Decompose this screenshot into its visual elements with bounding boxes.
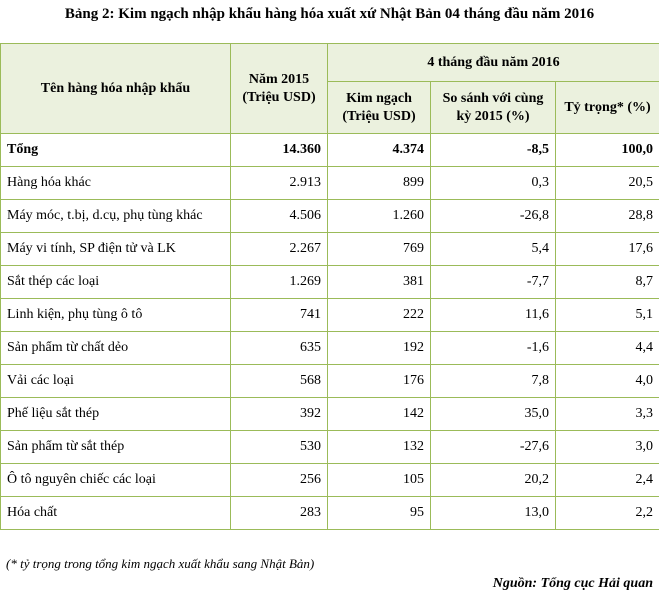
cell-share: 4,4: [555, 331, 659, 365]
table-row: Sản phẩm từ chất dẻo 635 192 -1,6 4,4: [0, 331, 659, 365]
cell-item-name: Phế liệu sắt thép: [0, 397, 231, 431]
cell-year-2015: 14.360: [230, 133, 328, 167]
cell-year-2015: 741: [230, 298, 328, 332]
cell-value: 132: [327, 430, 431, 464]
cell-item-name: Máy móc, t.bị, d.cụ, phụ tùng khác: [0, 199, 231, 233]
table-row: Sản phẩm từ sắt thép 530 132 -27,6 3,0: [0, 430, 659, 464]
cell-value: 222: [327, 298, 431, 332]
cell-item-name: Tổng: [0, 133, 231, 167]
cell-share: 8,7: [555, 265, 659, 299]
cell-value: 381: [327, 265, 431, 299]
cell-year-2015: 635: [230, 331, 328, 365]
cell-value: 1.260: [327, 199, 431, 233]
cell-year-2015: 530: [230, 430, 328, 464]
cell-compare: 7,8: [430, 364, 556, 398]
cell-compare: -1,6: [430, 331, 556, 365]
cell-compare: -8,5: [430, 133, 556, 167]
table-row: Máy vi tính, SP điện tử và LK 2.267 769 5,4…: [0, 232, 659, 266]
cell-share: 3,3: [555, 397, 659, 431]
source-note: Nguồn: Tổng cục Hải quan: [492, 576, 653, 591]
cell-share: 20,5: [555, 166, 659, 200]
cell-share: 2,4: [555, 463, 659, 497]
cell-compare: -26,8: [430, 199, 556, 233]
table-row: Phế liệu sắt thép 392 142 35,0 3,3: [0, 397, 659, 431]
cell-share: 4,0: [555, 364, 659, 398]
table-row: Máy móc, t.bị, d.cụ, phụ tùng khác 4.506 1…: [0, 199, 659, 233]
cell-item-name: Sản phẩm từ sắt thép: [0, 430, 231, 464]
cell-compare: 11,6: [430, 298, 556, 332]
cell-year-2015: 568: [230, 364, 328, 398]
cell-share: 100,0: [555, 133, 659, 167]
cell-share: 3,0: [555, 430, 659, 464]
cell-compare: -27,6: [430, 430, 556, 464]
cell-compare: 13,0: [430, 496, 556, 530]
cell-value: 95: [327, 496, 431, 530]
cell-item-name: Vải các loại: [0, 364, 231, 398]
cell-item-name: Sản phẩm từ chất dẻo: [0, 331, 231, 365]
cell-year-2015: 392: [230, 397, 328, 431]
import-table: Tên hàng hóa nhập khẩu Năm 2015 (Triệu U…: [0, 43, 659, 530]
cell-value: 769: [327, 232, 431, 266]
cell-year-2015: 4.506: [230, 199, 328, 233]
cell-share: 5,1: [555, 298, 659, 332]
footnote: (* tỷ trọng trong tổng kim ngạch xuất kh…: [6, 556, 315, 571]
cell-value: 105: [327, 463, 431, 497]
header-share: Tỷ trọng* (%): [555, 81, 659, 134]
cell-item-name: Hàng hóa khác: [0, 166, 231, 200]
cell-value: 176: [327, 364, 431, 398]
table-row: Linh kiện, phụ tùng ô tô 741 222 11,6 5,1: [0, 298, 659, 332]
cell-share: 17,6: [555, 232, 659, 266]
cell-item-name: Linh kiện, phụ tùng ô tô: [0, 298, 231, 332]
header-year-2015: Năm 2015 (Triệu USD): [230, 43, 328, 134]
cell-item-name: Ô tô nguyên chiếc các loại: [0, 463, 231, 497]
table-row: Hóa chất 283 95 13,0 2,2: [0, 496, 659, 530]
table-row: Sắt thép các loại 1.269 381 -7,7 8,7: [0, 265, 659, 299]
cell-compare: 20,2: [430, 463, 556, 497]
cell-compare: -7,7: [430, 265, 556, 299]
cell-item-name: Hóa chất: [0, 496, 231, 530]
cell-year-2015: 2.267: [230, 232, 328, 266]
cell-value: 4.374: [327, 133, 431, 167]
cell-compare: 0,3: [430, 166, 556, 200]
cell-compare: 35,0: [430, 397, 556, 431]
table-row-total: Tổng 14.360 4.374 -8,5 100,0: [0, 133, 659, 167]
cell-year-2015: 2.913: [230, 166, 328, 200]
table-caption: Bảng 2: Kim ngạch nhập khẩu hàng hóa xuấ…: [64, 6, 595, 22]
header-item-name: Tên hàng hóa nhập khẩu: [0, 43, 231, 134]
cell-share: 2,2: [555, 496, 659, 530]
header-compare: So sánh với cùng kỳ 2015 (%): [430, 81, 556, 134]
header-4-months-2016: 4 tháng đầu năm 2016: [327, 43, 659, 82]
cell-item-name: Sắt thép các loại: [0, 265, 231, 299]
table-body: Tổng 14.360 4.374 -8,5 100,0 Hàng hóa khác 2.9…: [0, 133, 659, 530]
cell-item-name: Máy vi tính, SP điện tử và LK: [0, 232, 231, 266]
table-row: Ô tô nguyên chiếc các loại 256 105 20,2 2,4: [0, 463, 659, 497]
table-row: Hàng hóa khác 2.913 899 0,3 20,5: [0, 166, 659, 200]
cell-value: 192: [327, 331, 431, 365]
cell-year-2015: 283: [230, 496, 328, 530]
cell-value: 142: [327, 397, 431, 431]
cell-year-2015: 256: [230, 463, 328, 497]
cell-share: 28,8: [555, 199, 659, 233]
cell-year-2015: 1.269: [230, 265, 328, 299]
cell-compare: 5,4: [430, 232, 556, 266]
table-row: Vải các loại 568 176 7,8 4,0: [0, 364, 659, 398]
cell-value: 899: [327, 166, 431, 200]
header-value: Kim ngạch (Triệu USD): [327, 81, 431, 134]
